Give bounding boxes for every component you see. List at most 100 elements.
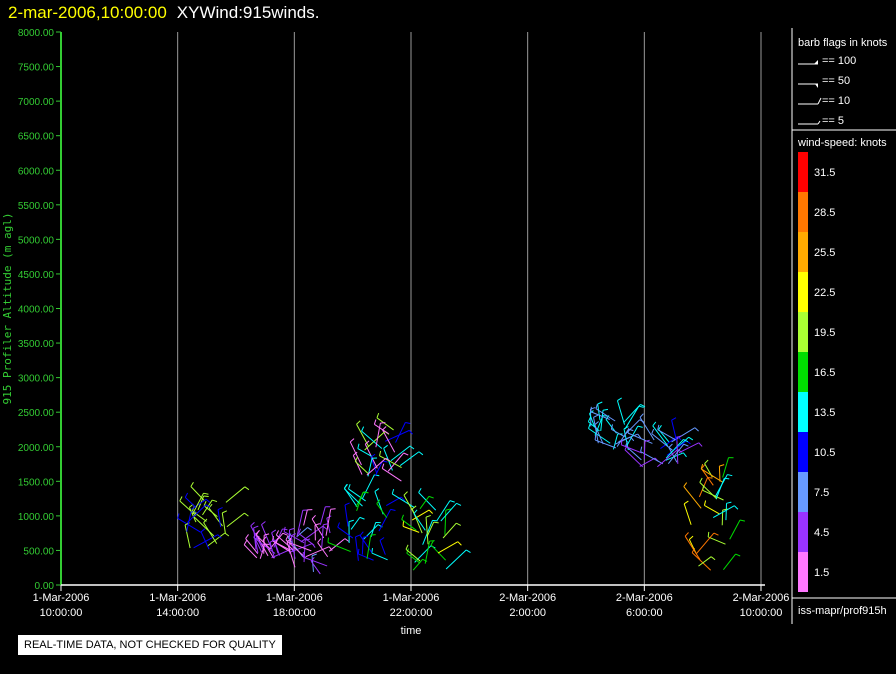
wind-barb-shaft bbox=[203, 505, 218, 517]
wind-barb-shaft bbox=[177, 517, 202, 533]
wind-barb-flag bbox=[699, 477, 703, 483]
wind-barb-flag bbox=[637, 425, 643, 428]
wind-barb-flag bbox=[383, 444, 388, 449]
color-swatch bbox=[798, 152, 808, 192]
color-swatch bbox=[798, 552, 808, 592]
wind-barb-flag bbox=[430, 540, 434, 546]
barb-legend-label: == 5 bbox=[822, 115, 844, 127]
wind-barb-shaft bbox=[310, 560, 321, 575]
x-axis-label: time bbox=[401, 625, 422, 637]
wind-barb-shaft bbox=[722, 553, 736, 570]
wind-barb-flag bbox=[391, 488, 395, 495]
wind-barb-flag bbox=[364, 440, 370, 445]
wind-barb-flag bbox=[379, 450, 382, 456]
wind-barb-shaft bbox=[283, 531, 305, 544]
wind-barb-shaft bbox=[623, 404, 641, 423]
wind-barb-flag bbox=[400, 496, 406, 501]
wind-barb-shaft bbox=[699, 482, 718, 500]
source-label: iss-mapr/prof915h bbox=[798, 605, 887, 617]
wind-barb-flag bbox=[628, 428, 634, 432]
wind-barb-flag bbox=[344, 538, 350, 542]
wind-barb-flag bbox=[373, 419, 377, 425]
y-axis-label: 915 Profiler Altitude (m agl) bbox=[1, 212, 14, 404]
wind-barb-shaft bbox=[350, 517, 361, 530]
wind-barb-flag bbox=[702, 485, 705, 491]
wind-barb-flag bbox=[244, 486, 250, 491]
x-tick-date: 1-Mar-2006 bbox=[33, 592, 90, 604]
wind-barb-shaft bbox=[403, 494, 416, 517]
wind-barb-shaft bbox=[639, 417, 655, 441]
wind-barb-flag bbox=[275, 530, 280, 536]
wind-barb-shaft bbox=[718, 466, 721, 482]
half-barb-icon bbox=[817, 120, 821, 125]
color-swatch bbox=[798, 192, 808, 232]
wind-barb-flag bbox=[348, 519, 354, 523]
wind-barb-shaft bbox=[186, 504, 207, 523]
wind-barb-flag bbox=[640, 446, 643, 452]
wind-barb-flag bbox=[289, 527, 295, 531]
wind-barb-flag bbox=[413, 509, 418, 514]
y-tick-label: 0.00 bbox=[35, 581, 55, 592]
wind-barb-shaft bbox=[595, 408, 616, 422]
wind-barb-flag bbox=[405, 544, 409, 550]
wind-barb-shaft bbox=[361, 430, 383, 449]
x-tick-date: 1-Mar-2006 bbox=[383, 592, 440, 604]
wind-barb-shaft bbox=[678, 442, 699, 454]
color-legend-label: 16.5 bbox=[814, 367, 835, 379]
wind-barb-shaft bbox=[707, 536, 726, 545]
wind-barb-flag bbox=[683, 443, 689, 447]
wind-barb-shaft bbox=[286, 541, 296, 568]
wind-barb-flag bbox=[212, 499, 218, 503]
wind-barb-flag bbox=[710, 556, 716, 561]
x-tick-time: 18:00:00 bbox=[273, 607, 316, 619]
wind-barb-shaft bbox=[406, 552, 421, 564]
wind-barb-shaft bbox=[600, 410, 604, 431]
wind-barb-shaft bbox=[344, 504, 349, 527]
wind-barb-shaft bbox=[440, 502, 457, 522]
wind-barb-shaft bbox=[676, 437, 679, 464]
wind-barb-shaft bbox=[255, 534, 270, 549]
wind-barb-flag bbox=[327, 537, 330, 543]
wind-barb-flag bbox=[739, 519, 746, 522]
y-tick-label: 1500.00 bbox=[18, 477, 55, 488]
color-swatch bbox=[798, 472, 808, 512]
wind-barb-flag bbox=[361, 426, 365, 432]
wind-barb-flag bbox=[668, 443, 673, 448]
wind-barb-flag bbox=[422, 558, 428, 562]
wind-barb-flag bbox=[409, 445, 415, 450]
wind-barb-flag bbox=[593, 414, 599, 418]
wind-barb-shaft bbox=[445, 549, 467, 570]
wind-barb-flag bbox=[271, 529, 277, 534]
wind-barb-flag bbox=[344, 502, 350, 506]
wind-barb-flag bbox=[403, 452, 409, 456]
y-tick-label: 4000.00 bbox=[18, 305, 55, 316]
wind-barb-shaft bbox=[355, 536, 359, 561]
title-date: 2-mar-2006,10:00:00 bbox=[8, 3, 167, 22]
wind-barb-shaft bbox=[370, 522, 377, 538]
wind-barb-shaft bbox=[303, 540, 306, 563]
wind-barb-shaft bbox=[395, 422, 406, 443]
wind-barb-flag bbox=[620, 439, 623, 445]
wind-barb-shaft bbox=[616, 400, 626, 425]
wind-barb-flag bbox=[243, 540, 248, 545]
wind-barb-shaft bbox=[184, 524, 191, 549]
wind-barb-flag bbox=[363, 535, 369, 538]
wind-barb-shaft bbox=[245, 538, 259, 555]
wind-barb-shaft bbox=[253, 527, 257, 550]
wind-barb-shaft bbox=[272, 540, 290, 551]
wind-barb-shaft bbox=[611, 428, 626, 438]
barb-legend-label: == 10 bbox=[822, 95, 850, 107]
wind-barb-flag bbox=[310, 556, 315, 562]
wind-barb-shaft bbox=[436, 500, 451, 521]
wind-barb-flag bbox=[357, 548, 360, 554]
title-plot-name: XYWind:915winds. bbox=[176, 3, 320, 22]
wind-barb-flag bbox=[337, 522, 340, 528]
wind-barb-shaft bbox=[623, 419, 641, 436]
wind-barb-flag bbox=[405, 422, 411, 424]
wind-barb-shaft bbox=[275, 542, 291, 553]
wind-barb-shaft bbox=[290, 535, 296, 559]
wind-barb-flag bbox=[445, 508, 451, 511]
wind-barb-flag bbox=[735, 553, 741, 557]
wind-barb-flag bbox=[683, 500, 689, 505]
wind-barb-shaft bbox=[362, 474, 375, 499]
